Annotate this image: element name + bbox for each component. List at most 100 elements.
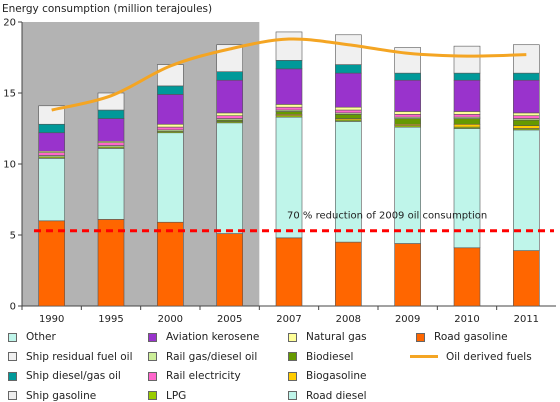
bar-segment bbox=[394, 79, 421, 112]
legend-item: Natural gas bbox=[288, 331, 367, 343]
x-tick-label: 2000 bbox=[158, 314, 183, 325]
y-tick-label: 0 bbox=[10, 302, 16, 313]
bar-segment bbox=[335, 114, 362, 119]
legend-label: Rail electricity bbox=[166, 370, 241, 382]
bar-segment bbox=[335, 34, 362, 65]
x-tick-label: 2009 bbox=[395, 314, 420, 325]
bar-segment bbox=[453, 72, 481, 81]
bar-segment bbox=[394, 243, 421, 307]
legend-label: Ship gasoline bbox=[26, 389, 97, 402]
legend-swatch bbox=[148, 332, 157, 342]
bar-segment bbox=[513, 79, 540, 114]
y-tick-label: 10 bbox=[3, 160, 16, 171]
bar-segment bbox=[38, 220, 65, 307]
bar-segment bbox=[97, 118, 125, 142]
bar-segment bbox=[216, 115, 243, 119]
legend-item: Other bbox=[8, 331, 56, 343]
reference-line-group: 70 % reduction of 2009 oil consumption bbox=[34, 211, 554, 233]
bar-segment bbox=[513, 44, 540, 74]
bar-segment bbox=[513, 119, 540, 126]
legend-label: Other bbox=[26, 331, 56, 343]
legend-swatch bbox=[416, 332, 425, 342]
bar-segment bbox=[216, 112, 243, 117]
oil-derived-fuels-line-group bbox=[51, 37, 527, 112]
bar-segment bbox=[453, 114, 481, 118]
bar-segment bbox=[513, 72, 540, 81]
bar-segment bbox=[275, 111, 303, 115]
bar-segment bbox=[275, 237, 303, 307]
legend-label: Biogasoline bbox=[306, 370, 367, 382]
legend-item: Ship diesel/gas oil bbox=[8, 370, 121, 382]
bar-segment bbox=[335, 109, 362, 114]
bar-segment bbox=[394, 111, 421, 115]
legend-label: LPG bbox=[166, 389, 187, 402]
legend-swatch bbox=[8, 352, 17, 361]
legend-item: Biogasoline bbox=[288, 370, 367, 382]
legend-item: Oil derived fuels bbox=[410, 350, 532, 363]
bar-segment bbox=[335, 241, 362, 307]
y-tick-label: 5 bbox=[10, 231, 16, 242]
x-tick-label: 2010 bbox=[454, 314, 479, 325]
bar-segment bbox=[335, 72, 362, 108]
bar-segment bbox=[157, 221, 184, 307]
legend-item: Ship residual fuel oil bbox=[8, 351, 133, 363]
legend-swatch bbox=[148, 391, 157, 400]
tick-labels: 0 5 10 15 20 1990 1995 2000 2005 2007 2008 2009 2010… bbox=[3, 18, 539, 326]
bar-segment bbox=[157, 132, 184, 223]
bar-segment bbox=[38, 132, 65, 152]
legend-swatch bbox=[8, 371, 17, 381]
legend-label: Rail gas/diesel oil bbox=[166, 350, 258, 363]
legend-line-swatch bbox=[410, 355, 438, 358]
bar-segment bbox=[216, 71, 243, 81]
bar-segment bbox=[513, 112, 540, 117]
y-axis-title: Energy consumption (million terajoules) bbox=[2, 3, 212, 15]
bar-segment bbox=[335, 64, 362, 74]
bar-segment bbox=[453, 79, 481, 112]
bar-segment bbox=[157, 64, 184, 87]
legend-swatch bbox=[288, 352, 297, 361]
legend-label: Road diesel bbox=[306, 389, 367, 402]
legend-swatch bbox=[8, 391, 17, 400]
x-tick-label: 2008 bbox=[336, 314, 361, 325]
bar-segment bbox=[97, 219, 125, 307]
legend-label: Aviation kerosene bbox=[166, 331, 260, 343]
legend-swatch bbox=[8, 332, 17, 342]
oil-derived-fuels-line bbox=[51, 37, 527, 112]
bar-stacks bbox=[38, 31, 540, 307]
legend-item: Biodiesel bbox=[288, 351, 353, 363]
legend-swatch bbox=[148, 352, 157, 361]
x-tick-label: 2011 bbox=[514, 314, 539, 325]
bar-segment bbox=[394, 72, 421, 81]
bar-segment bbox=[453, 247, 481, 307]
bar-segment bbox=[453, 128, 481, 249]
bar-segment bbox=[513, 129, 540, 251]
bar-segment bbox=[157, 94, 184, 125]
chart: Energy consumption (million terajoules) … bbox=[2, 3, 556, 326]
bar-segment bbox=[513, 250, 540, 307]
bar-segment bbox=[216, 79, 243, 114]
legend-label: Oil derived fuels bbox=[446, 350, 532, 363]
bar-segment bbox=[335, 106, 362, 111]
bar-segment bbox=[394, 118, 421, 125]
legend-item: Rail electricity bbox=[148, 370, 241, 382]
legend-label: Biodiesel bbox=[306, 350, 354, 363]
bar-segment bbox=[38, 123, 65, 134]
bar-segment bbox=[453, 118, 481, 125]
bar-segment bbox=[97, 148, 125, 220]
legend-item: Rail gas/diesel oil bbox=[148, 351, 257, 363]
bar-segment bbox=[157, 85, 184, 95]
y-tick-label: 15 bbox=[3, 89, 16, 100]
bar-segment bbox=[97, 109, 125, 119]
bar-segment bbox=[335, 121, 362, 243]
legend-swatch bbox=[288, 332, 297, 342]
bar-segment bbox=[216, 122, 243, 234]
legend-swatch bbox=[288, 391, 297, 400]
legend-label: Natural gas bbox=[306, 331, 367, 343]
bar-segment bbox=[157, 123, 184, 128]
bar-segment bbox=[453, 111, 481, 115]
y-tick-label: 20 bbox=[3, 18, 16, 29]
bar-segment bbox=[453, 123, 481, 128]
bar-segment bbox=[275, 106, 303, 111]
bar-segment bbox=[275, 116, 303, 239]
legend-label: Road gasoline bbox=[434, 331, 508, 343]
